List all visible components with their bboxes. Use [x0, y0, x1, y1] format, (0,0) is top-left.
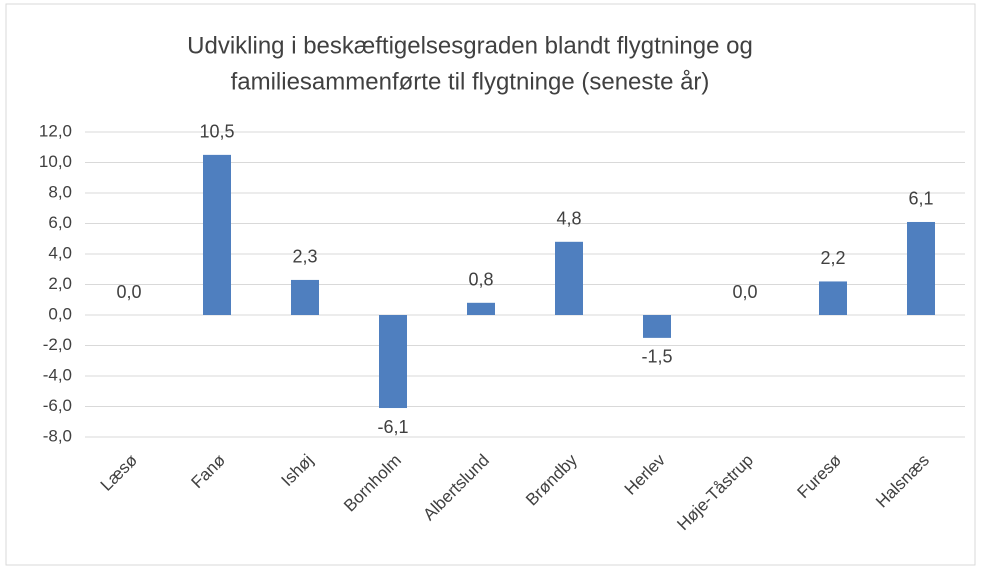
y-tick-label: 0,0	[48, 304, 72, 323]
y-tick-label: 4,0	[48, 243, 72, 262]
bar	[643, 315, 671, 338]
y-tick-label: 8,0	[48, 182, 72, 201]
bar	[203, 154, 231, 315]
bar	[379, 315, 407, 409]
value-label: 10,5	[199, 122, 234, 142]
value-label: 2,3	[292, 247, 317, 267]
value-label: 4,8	[556, 209, 581, 229]
value-label: 0,8	[468, 270, 493, 290]
value-label: 0,0	[732, 282, 757, 302]
chart-title: familiesammenførte til flygtninge (senes…	[231, 68, 710, 95]
bar	[555, 241, 583, 315]
y-tick-label: -8,0	[43, 426, 72, 445]
y-tick-label: -2,0	[43, 335, 72, 354]
y-tick-label: -6,0	[43, 396, 72, 415]
y-tick-label: 6,0	[48, 213, 72, 232]
value-label: 0,0	[116, 282, 141, 302]
chart-title: Udvikling i beskæftigelsesgraden blandt …	[187, 32, 753, 59]
bar	[291, 279, 319, 315]
y-tick-label: 10,0	[39, 152, 72, 171]
value-label: -6,1	[377, 417, 408, 437]
value-label: -1,5	[641, 347, 672, 367]
value-label: 6,1	[908, 189, 933, 209]
y-tick-label: 2,0	[48, 274, 72, 293]
bar	[819, 281, 847, 315]
bar	[907, 221, 935, 315]
value-label: 2,2	[820, 248, 845, 268]
y-tick-label: 12,0	[39, 121, 72, 140]
bar	[467, 302, 495, 315]
y-tick-label: -4,0	[43, 365, 72, 384]
